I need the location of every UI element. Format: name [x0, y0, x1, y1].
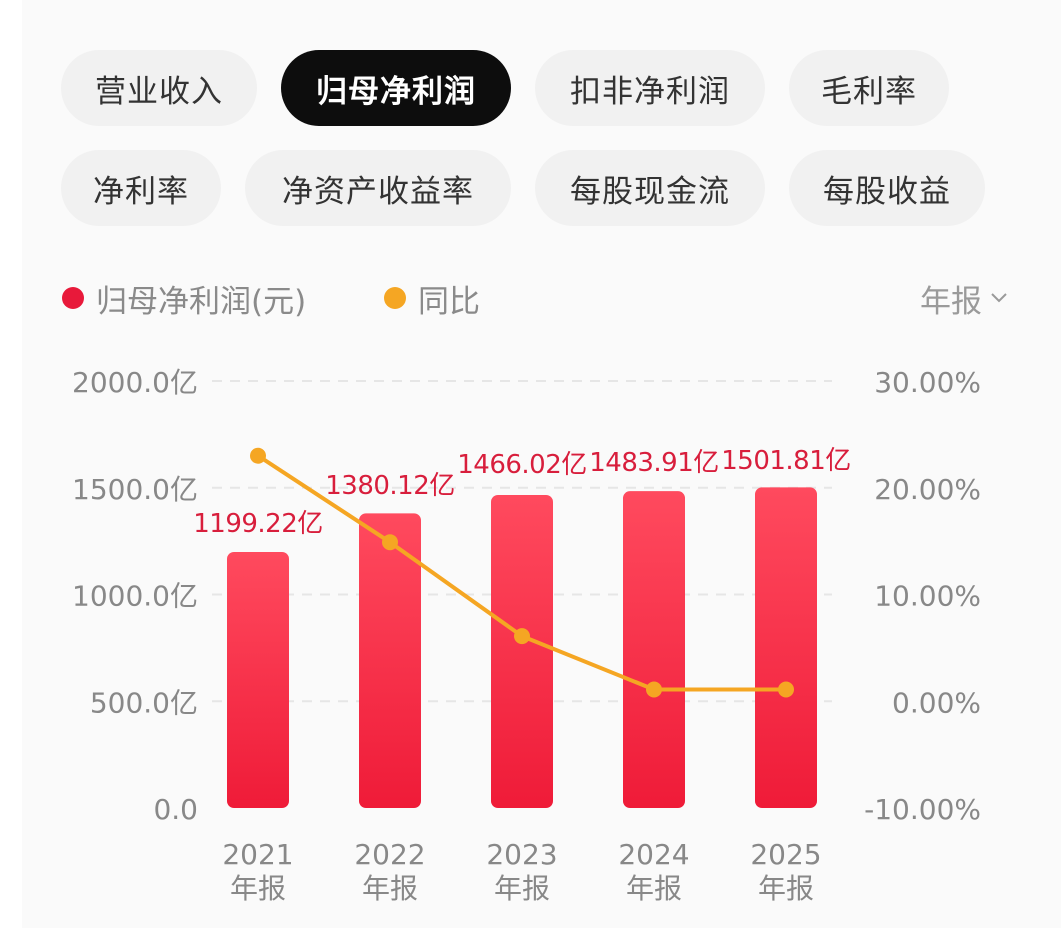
- tab-deducted-net-profit[interactable]: 扣非净利润: [535, 50, 765, 126]
- period-selector-label: 年报: [920, 283, 982, 320]
- left-axis-tick: 0.0: [153, 793, 198, 826]
- bar-value-label: 1501.81亿: [721, 446, 851, 476]
- legend-line: 同比: [384, 278, 480, 320]
- tab-cashflow-per-share[interactable]: 每股现金流: [535, 150, 765, 226]
- right-axis-tick: 30.00%: [874, 366, 981, 399]
- right-axis-tick: 10.00%: [874, 580, 981, 613]
- tab-net-margin[interactable]: 净利率: [61, 150, 221, 226]
- x-axis-year: 2023: [486, 838, 557, 871]
- yoy-point[interactable]: [250, 447, 266, 464]
- bar-value-label: 1466.02亿: [457, 450, 587, 480]
- right-axis-tick: -10.00%: [864, 793, 981, 826]
- legend-line-label: 同比: [418, 283, 480, 320]
- bar-value-label: 1199.22亿: [193, 509, 323, 539]
- yoy-point[interactable]: [646, 681, 662, 698]
- tab-eps[interactable]: 每股收益: [789, 150, 985, 226]
- bar[interactable]: [755, 487, 817, 808]
- left-axis-tick: 2000.0亿: [72, 366, 198, 399]
- bar[interactable]: [359, 513, 421, 808]
- bar[interactable]: [227, 551, 289, 808]
- tab-net-profit-attributable[interactable]: 归母净利润: [281, 50, 511, 126]
- legend-bar-dot: [62, 287, 84, 309]
- period-selector[interactable]: 年报: [920, 278, 1008, 320]
- x-axis-period: 年报: [362, 872, 418, 905]
- tab-roe[interactable]: 净资产收益率: [245, 150, 511, 226]
- left-axis-tick: 1000.0亿: [72, 580, 198, 613]
- legend-bar-label: 归母净利润(元): [96, 283, 307, 320]
- x-axis-period: 年报: [626, 872, 682, 905]
- right-axis-tick: 20.00%: [874, 473, 981, 506]
- bar[interactable]: [491, 495, 553, 808]
- legend-line-dot: [384, 287, 406, 309]
- left-axis-tick: 500.0亿: [90, 686, 198, 719]
- yoy-point[interactable]: [778, 681, 794, 698]
- tab-revenue[interactable]: 营业收入: [61, 50, 257, 126]
- x-axis-period: 年报: [494, 872, 550, 905]
- bar[interactable]: [623, 491, 685, 808]
- bar-value-label: 1483.91亿: [589, 448, 719, 478]
- yoy-point[interactable]: [514, 628, 530, 645]
- x-axis-year: 2022: [354, 838, 425, 871]
- bar-value-label: 1380.12亿: [325, 471, 455, 501]
- yoy-point[interactable]: [382, 534, 398, 551]
- left-axis-tick: 1500.0亿: [72, 473, 198, 506]
- right-axis-tick: 0.00%: [892, 686, 981, 719]
- x-axis-period: 年报: [230, 872, 286, 905]
- legend-bar: 归母净利润(元): [62, 278, 307, 320]
- x-axis-year: 2021: [222, 838, 293, 871]
- x-axis-year: 2025: [750, 838, 821, 871]
- tab-gross-margin[interactable]: 毛利率: [789, 50, 949, 126]
- x-axis-year: 2024: [618, 838, 689, 871]
- x-axis-period: 年报: [758, 872, 814, 905]
- chevron-down-icon: [991, 293, 1007, 303]
